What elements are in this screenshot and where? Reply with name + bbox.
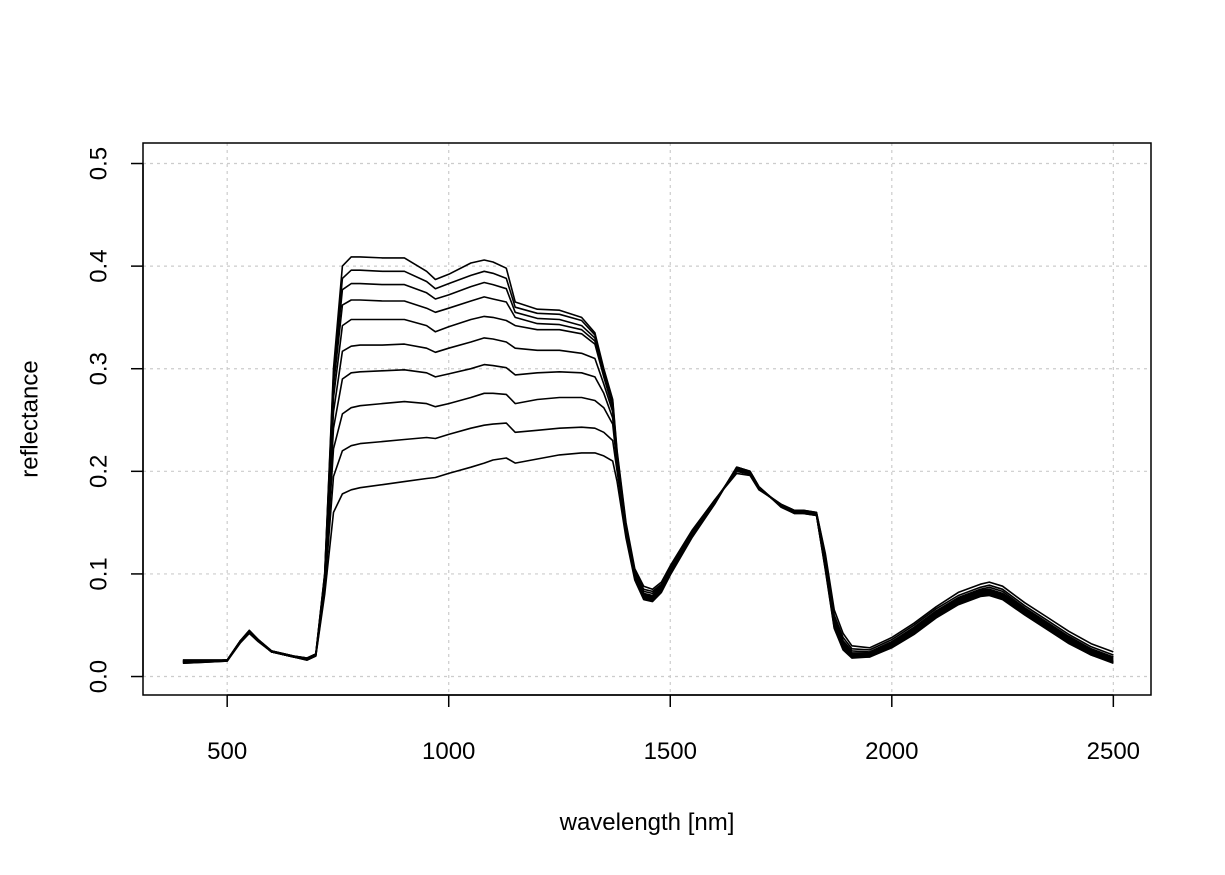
x-tick-label: 2500 — [1087, 738, 1140, 765]
y-tick-label: 0.3 — [86, 352, 113, 385]
x-tick-label: 1000 — [422, 738, 475, 765]
series-line — [182, 363, 1114, 663]
x-tick-label: 2000 — [865, 738, 918, 765]
y-axis-title: reflectance — [17, 360, 44, 477]
x-axis-title: wavelength [nm] — [559, 809, 735, 836]
x-axis: 500 1000 1500 2000 2500 — [207, 694, 1140, 765]
y-tick-label: 0.2 — [86, 455, 113, 488]
series-line — [182, 392, 1114, 663]
y-tick-label: 0.5 — [86, 147, 113, 180]
series-line — [182, 422, 1114, 664]
x-tick-label: 500 — [207, 738, 247, 765]
grid — [143, 143, 1151, 695]
y-tick-label: 0.4 — [86, 249, 113, 282]
y-tick-label: 0.1 — [86, 557, 113, 590]
x-tick-label: 1500 — [644, 738, 697, 765]
series-line — [182, 452, 1114, 664]
plot-frame — [142, 142, 1152, 696]
y-axis: 0.0 0.1 0.2 0.3 0.4 0.5 — [86, 147, 144, 693]
y-tick-label: 0.0 — [86, 660, 113, 693]
series-group — [182, 256, 1114, 664]
